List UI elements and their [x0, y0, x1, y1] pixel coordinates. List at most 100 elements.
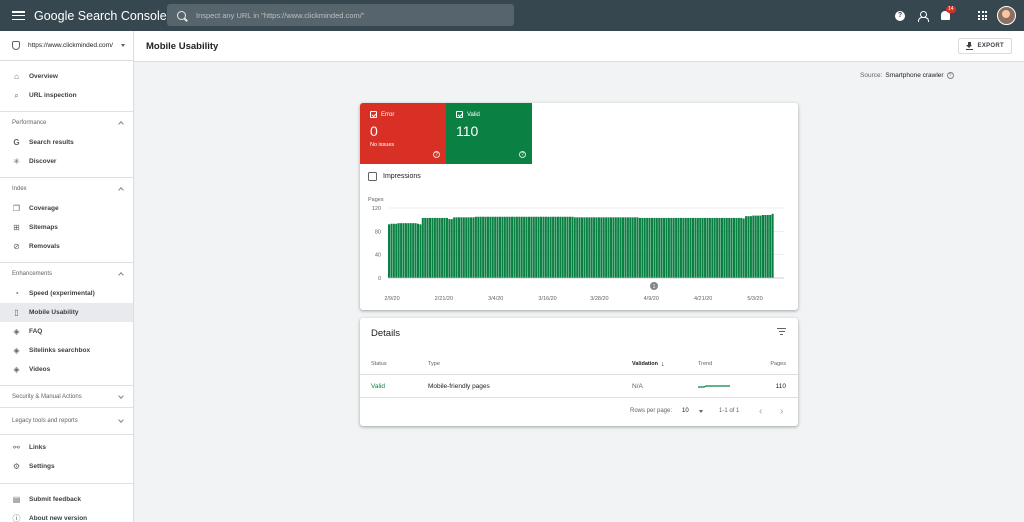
export-button[interactable]: EXPORT — [957, 38, 1012, 54]
sidebar-item-discover[interactable]: ✳ Discover — [0, 152, 133, 171]
menu-icon[interactable] — [12, 11, 25, 20]
filter-icon[interactable] — [777, 328, 786, 335]
chart-bar — [388, 224, 391, 278]
sidebar-item-label: About new version — [29, 515, 88, 522]
chart-bar — [436, 217, 439, 278]
chart-bar — [486, 216, 489, 278]
notifications-button[interactable]: 14 — [941, 5, 956, 21]
chart-bar — [638, 217, 641, 278]
chart-bar — [479, 216, 482, 278]
column-validation[interactable]: Validation ↓ — [632, 354, 664, 374]
sidebar-item-overview[interactable]: ⌂ Overview — [0, 67, 133, 86]
chevron-down-icon — [118, 392, 124, 399]
impressions-toggle[interactable]: Impressions — [368, 172, 421, 181]
chart-bar — [431, 217, 434, 278]
search-bar[interactable] — [167, 4, 514, 26]
sidebar-item-about[interactable]: ⓘ About new version — [0, 509, 133, 522]
chart-bar — [564, 216, 567, 278]
avatar[interactable] — [997, 6, 1016, 25]
next-page-button[interactable]: › — [780, 405, 784, 417]
error-tile[interactable]: Error 0 No issues ? — [360, 103, 446, 164]
chart-bar — [771, 213, 774, 278]
chart-bar — [696, 217, 699, 278]
rows-per-page-select[interactable]: 10 — [682, 404, 703, 418]
previous-page-button[interactable]: ‹ — [759, 405, 763, 417]
sidebar-item-coverage[interactable]: ❐ Coverage — [0, 199, 133, 218]
chart-bar — [433, 217, 436, 278]
chart-bar — [508, 216, 511, 278]
help-circle-icon[interactable]: ? — [433, 151, 440, 158]
sidebar-item-removals[interactable]: ⊘ Removals — [0, 237, 133, 256]
top-bar: Google Search Console ? 14 — [0, 0, 1024, 31]
details-title: Details — [371, 328, 401, 339]
x-tick-label: 5/3/20 — [747, 296, 762, 302]
sidebar-item-label: Videos — [29, 366, 51, 373]
chart-bar — [525, 216, 528, 278]
chart-bar — [429, 217, 432, 278]
section-enhancements[interactable]: Enhancements — [0, 262, 133, 284]
chart-bar — [590, 217, 593, 278]
chart-bar — [658, 217, 661, 278]
chart-bar — [438, 217, 441, 278]
chart-bar — [745, 216, 748, 278]
property-selector[interactable]: https://www.clickminded.com/ — [0, 31, 133, 61]
chart-bar — [566, 216, 569, 278]
checkbox-checked-icon — [456, 111, 463, 118]
chart-bar — [728, 217, 731, 278]
chart-bar — [426, 217, 429, 278]
chart-bar — [679, 217, 682, 278]
sidebar-item-faq[interactable]: ◈ FAQ — [0, 322, 133, 341]
chart-bar — [754, 215, 757, 278]
sidebar-item-speed[interactable]: ◔ Speed (experimental) — [0, 284, 133, 303]
app-logo[interactable]: Google Search Console — [34, 8, 167, 23]
chart-bar — [677, 217, 680, 278]
chart-bar — [467, 217, 470, 278]
apps-grid-icon[interactable] — [978, 11, 987, 20]
chart-bar — [407, 223, 410, 278]
chart-bar — [518, 216, 521, 278]
sidebar-item-sitelinks-searchbox[interactable]: ◈ Sitelinks searchbox — [0, 341, 133, 360]
x-tick-label: 2/9/20 — [384, 296, 399, 302]
help-circle-icon[interactable]: ? — [519, 151, 526, 158]
sidebar-item-settings[interactable]: ⚙ Settings — [0, 457, 133, 476]
sidebar-item-search-results[interactable]: G Search results — [0, 133, 133, 152]
chart-bar — [412, 223, 415, 278]
chart-bar — [576, 217, 579, 278]
sidebar-item-videos[interactable]: ◈ Videos — [0, 360, 133, 379]
chart-bar — [544, 216, 547, 278]
chart-bar — [646, 217, 649, 278]
table-row[interactable]: Valid Mobile-friendly pages N/A 110 — [360, 375, 798, 398]
chart-bar — [537, 216, 540, 278]
chart-bar — [757, 215, 760, 278]
layers-icon: ◈ — [13, 364, 20, 374]
section-security[interactable]: Security & Manual Actions — [0, 385, 133, 407]
search-input[interactable] — [196, 10, 496, 20]
chart-bar — [421, 217, 424, 278]
sidebar-item-sitemaps[interactable]: ⊞ Sitemaps — [0, 218, 133, 237]
sidebar-item-mobile-usability[interactable]: ▯ Mobile Usability — [0, 303, 133, 322]
help-circle-icon[interactable]: ? — [946, 72, 954, 79]
manage-users-icon[interactable] — [918, 10, 929, 22]
sidebar-item-links[interactable]: ⚯ Links — [0, 438, 133, 457]
chart-bar — [482, 216, 485, 278]
valid-tile-label: Valid — [467, 111, 480, 118]
chart-bar — [496, 216, 499, 278]
chart-bar — [607, 217, 610, 278]
chart-bar — [602, 217, 605, 278]
property-url: https://www.clickminded.com/ — [28, 42, 113, 49]
chart-bar — [556, 216, 559, 278]
annotation-marker — [650, 282, 658, 290]
help-icon[interactable]: ? — [895, 10, 905, 21]
search-icon — [177, 10, 186, 20]
impressions-checkbox[interactable] — [368, 172, 377, 181]
chart-bar — [392, 223, 395, 278]
chart-bar — [737, 217, 740, 278]
section-legacy[interactable]: Legacy tools and reports — [0, 407, 133, 434]
sidebar-item-submit-feedback[interactable]: ▤ Submit feedback — [0, 490, 133, 509]
section-performance[interactable]: Performance — [0, 111, 133, 133]
sidebar-item-label: Overview — [29, 73, 58, 80]
chart-bar — [742, 218, 745, 278]
sidebar-item-url-inspection[interactable]: ⌕ URL inspection — [0, 86, 133, 105]
valid-tile[interactable]: Valid 110 ? — [446, 103, 532, 164]
section-index[interactable]: Index — [0, 177, 133, 199]
